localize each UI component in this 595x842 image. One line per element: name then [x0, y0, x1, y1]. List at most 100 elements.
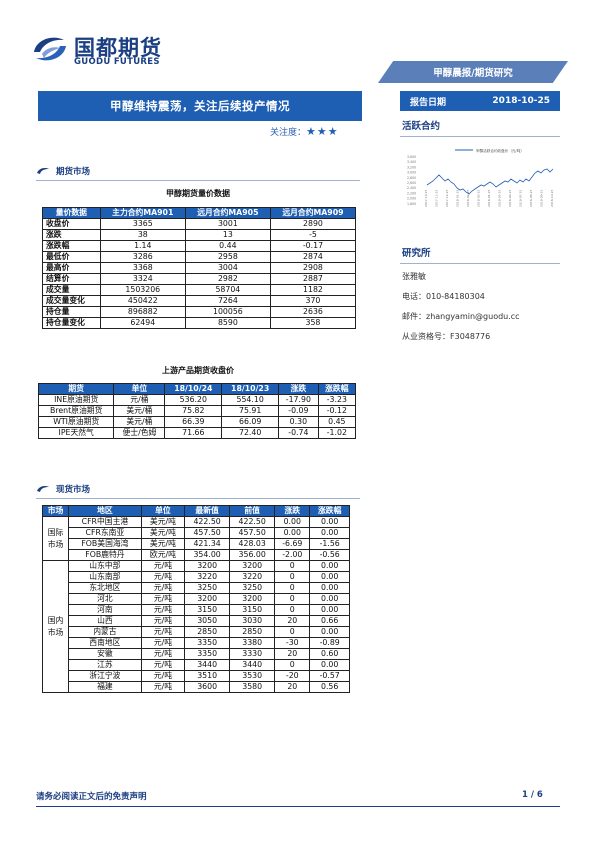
table-row: FOB美国海湾 美元/吨 421.34 428.03 -6.69 -1.56	[43, 538, 350, 550]
spot-section-label: 现货市场	[56, 485, 91, 495]
table-cell: 3330	[229, 648, 276, 660]
table-row: 最高价 3368 3004 2908	[42, 262, 357, 274]
table-cell: 72.40	[221, 427, 280, 439]
table-cell: 元/吨	[140, 604, 186, 616]
table-cell: 0.00	[274, 516, 311, 528]
table-cell: 0.00	[309, 516, 350, 528]
table-cell: 3200	[229, 560, 276, 572]
table-cell: 元/吨	[140, 593, 186, 605]
table-cell: 3286	[99, 251, 186, 263]
table-cell: 0	[274, 560, 311, 572]
table-cell: 3030	[229, 615, 276, 627]
table-cell: 3200	[184, 560, 231, 572]
table-cell: 370	[269, 295, 357, 307]
row-label: 江苏	[68, 659, 142, 671]
table-cell: 100056	[184, 306, 271, 318]
table-cell: 75.82	[164, 405, 223, 417]
table-cell: 3600	[184, 681, 231, 693]
upstream-table-title: 上游产品期货收盘价	[162, 366, 234, 375]
table-row: 涨跌幅 1.14 0.44 -0.17	[42, 240, 357, 252]
company-logo: 国都期货 GUODU FUTURES	[30, 28, 180, 72]
chart-price-line	[426, 168, 554, 195]
row-label: CFR东南亚	[68, 527, 142, 539]
table-cell: 20	[274, 681, 311, 693]
table-cell: 75.91	[221, 405, 280, 417]
column-header: 前值	[229, 505, 276, 517]
section-swirl-icon	[37, 168, 49, 174]
table-cell: 3250	[184, 582, 231, 594]
table-cell: 66.39	[164, 416, 223, 428]
analyst-phone: 电话：010-84180304	[402, 292, 485, 301]
table-cell: -0.12	[317, 405, 357, 417]
report-title: 甲醇维持震荡，关注后续投产情况	[38, 91, 362, 121]
table-cell: 欧元/吨	[140, 549, 186, 561]
disclaimer-note: 请务必阅读正文后的免责声明	[36, 792, 147, 802]
table-cell: 1503206	[99, 284, 186, 296]
table-cell: 0	[274, 659, 311, 671]
table-cell: 3050	[184, 615, 231, 627]
y-tick-label: 3,600	[407, 155, 416, 159]
table-cell: 0.00	[309, 593, 350, 605]
table-cell: 0.66	[309, 615, 350, 627]
table-row: 福建 元/吨 3600 3580 20 0.56	[43, 681, 350, 693]
table-row: 结算价 3324 2982 2887	[42, 273, 357, 285]
market-label: 国际市场	[42, 516, 69, 561]
table-cell: 1.14	[99, 240, 186, 252]
table-cell: 7264	[184, 295, 271, 307]
table-row: INE原油期货 元/桶 536.20 554.10 -17.90 -3.23	[37, 394, 357, 406]
table-cell: 3365	[99, 218, 186, 230]
table-cell: 0.60	[309, 648, 350, 660]
table-cell: 3150	[229, 604, 276, 616]
table-cell: 1182	[269, 284, 357, 296]
row-label: 河北	[68, 593, 142, 605]
column-header: 涨跌幅	[309, 505, 350, 517]
table-cell: -1.02	[317, 427, 357, 439]
column-header: 地区	[68, 505, 142, 517]
row-label: 最高价	[42, 262, 101, 274]
table-cell: 3440	[184, 659, 231, 671]
table-cell: 8590	[184, 317, 271, 329]
y-tick-label: 3,000	[407, 171, 416, 175]
table-row: 持仓量 896882 100056 2636	[42, 306, 357, 318]
column-header: 单位	[140, 505, 186, 517]
table-row: 河南 元/吨 3150 3150 0 0.00	[43, 604, 350, 616]
table-cell: 2908	[269, 262, 357, 274]
column-header: 涨跌	[274, 505, 311, 517]
table-cell: 0	[274, 571, 311, 583]
table-cell: 3220	[229, 571, 276, 583]
table-cell: 0.00	[309, 626, 350, 638]
table-cell: -5	[269, 229, 357, 241]
table-cell: -0.57	[309, 670, 350, 682]
x-tick-label: 2018-09-25	[540, 189, 544, 207]
table-cell: 元/吨	[140, 582, 186, 594]
table-cell: 38	[99, 229, 186, 241]
table-cell: 0.00	[309, 571, 350, 583]
report-date-value: 2018-10-25	[492, 96, 550, 106]
table-row: Brent原油期货 美元/桶 75.82 75.91 -0.09 -0.12	[37, 405, 357, 417]
table-cell: 美元/桶	[113, 416, 166, 428]
row-label: Brent原油期货	[37, 405, 115, 417]
footer-divider	[36, 806, 560, 807]
table-row: 成交量 1503206 58704 1182	[42, 284, 357, 296]
row-label: 涨跌幅	[42, 240, 101, 252]
futures-section-heading: 期货市场	[36, 165, 90, 177]
table-cell: 0	[274, 593, 311, 605]
x-tick-label: 2018-01-25	[456, 189, 460, 207]
y-tick-label: 3,400	[407, 160, 416, 164]
logo-mark-icon	[34, 37, 66, 61]
row-label: 成交量变化	[42, 295, 101, 307]
table-cell: 0.00	[309, 582, 350, 594]
row-label: CFR中国主港	[68, 516, 142, 528]
table-row: 西南地区 元/吨 3350 3380 -30 -0.89	[43, 637, 350, 649]
table-cell: 元/吨	[140, 670, 186, 682]
x-tick-label: 2017-10-25	[424, 189, 428, 207]
table-cell: 2982	[184, 273, 271, 285]
table-cell: -0.74	[278, 427, 319, 439]
table-cell: 美元/吨	[140, 527, 186, 539]
spot-price-table: 市场 地区 单位 最新值 前值 涨跌 涨跌幅 国际市场 CFR中国主港 美元/吨 422.50 42…	[42, 505, 350, 693]
table-row: FOB鹿特丹 欧元/吨 354.00 356.00 -2.00 -0.56	[43, 549, 350, 561]
table-cell: 450422	[99, 295, 186, 307]
x-tick-label: 2018-03-25	[477, 189, 481, 207]
column-header: 远月合约MA909	[269, 207, 357, 219]
